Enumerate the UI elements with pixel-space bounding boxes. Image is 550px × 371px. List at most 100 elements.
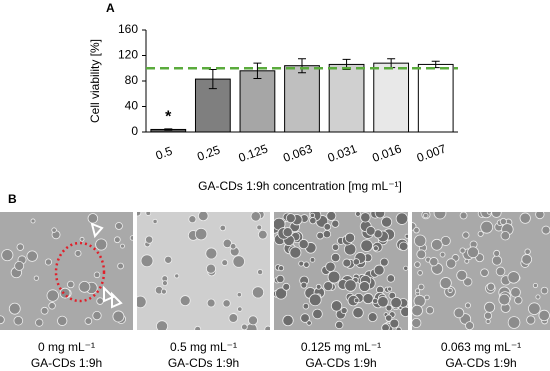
cell — [453, 307, 465, 319]
cell — [84, 317, 93, 325]
cell — [493, 249, 501, 257]
micrograph — [137, 212, 270, 330]
x-tick-label: 0.031 — [326, 141, 359, 165]
cell — [188, 215, 197, 224]
cell — [385, 304, 393, 312]
cell — [330, 252, 341, 263]
cell — [477, 230, 484, 237]
caption: 0.063 mg mL⁻¹ — [441, 340, 521, 354]
cell — [137, 212, 142, 217]
region-circle — [54, 241, 106, 303]
cell — [541, 225, 550, 235]
cell — [222, 238, 233, 249]
cell — [326, 212, 337, 221]
cell — [26, 250, 38, 262]
micrograph — [0, 212, 133, 330]
cell — [498, 293, 511, 306]
cell — [381, 323, 390, 330]
cell — [256, 224, 263, 231]
cell — [445, 258, 457, 269]
cell — [387, 286, 393, 292]
cell — [282, 227, 293, 238]
cell — [532, 283, 538, 289]
cell — [13, 316, 24, 326]
cell — [33, 275, 40, 281]
cell — [205, 247, 218, 260]
image-annotations — [54, 222, 123, 309]
cell — [96, 297, 104, 305]
cell — [325, 261, 336, 272]
cell — [162, 280, 168, 286]
cell — [59, 287, 71, 299]
cell — [331, 219, 340, 228]
cell — [298, 239, 309, 250]
cell — [174, 273, 180, 279]
cell — [264, 325, 270, 330]
cell — [14, 261, 25, 271]
cell — [352, 258, 360, 266]
cell — [16, 243, 25, 251]
cell — [229, 243, 237, 250]
caption: 0 mg mL⁻¹ — [38, 340, 95, 354]
cell — [303, 261, 310, 268]
caption: GA-CDs 1:9h — [305, 356, 376, 370]
cell — [222, 299, 231, 308]
cell — [302, 302, 310, 310]
arrowhead — [103, 285, 123, 309]
cell — [282, 314, 294, 327]
cell — [236, 292, 242, 298]
cell — [519, 212, 531, 224]
cell — [198, 212, 209, 222]
cell — [483, 311, 493, 320]
cell — [316, 231, 324, 240]
cell — [389, 318, 400, 329]
cell — [79, 236, 85, 242]
cell — [250, 212, 261, 222]
cell — [46, 289, 59, 302]
arrowhead — [90, 222, 104, 239]
cell — [323, 281, 334, 292]
cell — [57, 315, 68, 326]
caption: GA-CDs 1:9h — [168, 356, 239, 370]
cell — [160, 288, 167, 295]
cell — [92, 310, 102, 321]
cell — [538, 309, 550, 322]
cell — [278, 265, 285, 272]
cell — [232, 255, 245, 268]
cell — [507, 271, 520, 284]
cell — [327, 270, 341, 284]
cell — [465, 321, 475, 330]
cell — [507, 316, 521, 329]
x-axis-label: GA-CDs 1:9h concentration [mg mL⁻¹] — [198, 179, 402, 193]
cell — [257, 229, 268, 240]
cell — [412, 317, 422, 328]
cell — [44, 258, 53, 266]
cell — [459, 212, 468, 220]
bar — [239, 70, 276, 133]
cell — [113, 236, 121, 244]
x-tick-label: 0.063 — [281, 141, 314, 165]
cell — [228, 313, 239, 323]
cell — [447, 287, 453, 293]
cell — [416, 249, 427, 260]
cell — [377, 296, 389, 308]
cell — [300, 313, 310, 323]
cell — [456, 269, 468, 281]
cell — [323, 223, 332, 231]
cell — [433, 212, 447, 220]
cell — [417, 270, 423, 276]
cell — [459, 247, 466, 254]
cell — [93, 271, 101, 279]
cell — [306, 320, 312, 326]
error-bar — [208, 69, 217, 90]
cell — [51, 227, 57, 233]
cell — [330, 300, 343, 312]
bar — [328, 63, 365, 133]
cell — [156, 320, 169, 330]
caption: GA-CDs 1:9h — [445, 356, 516, 370]
cell — [335, 320, 344, 330]
cell — [308, 293, 322, 307]
cell — [524, 248, 531, 255]
cell — [1, 249, 14, 262]
